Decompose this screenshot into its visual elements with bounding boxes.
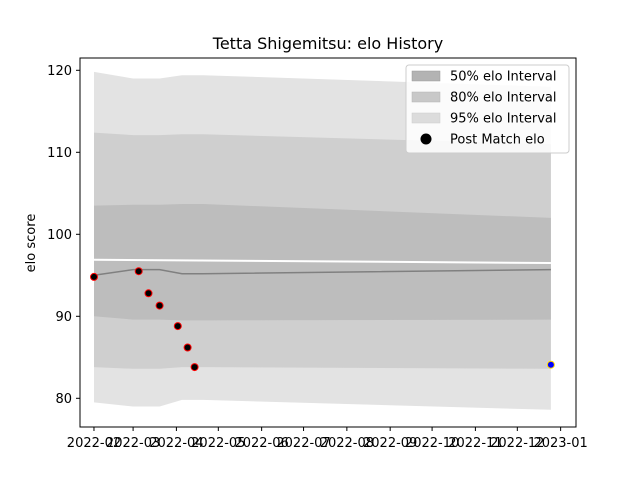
- y-tick-label-120: 120: [47, 64, 72, 79]
- legend: 50% elo Interval 80% elo Interval 95% elo …: [405, 64, 570, 154]
- x-tick-label-1: 2022-02: [67, 436, 121, 451]
- y-tick-label-90: 90: [55, 310, 72, 325]
- elo-point-1-2: [134, 267, 143, 276]
- x-tick-label-6: 2022-07: [276, 436, 330, 451]
- y-axis-label: elo score: [24, 214, 39, 273]
- elo-point-1-7: [190, 363, 199, 372]
- x-tick-label-10: 2022-11: [448, 436, 502, 451]
- mean-elo-line: [93, 268, 551, 277]
- y-tick-label-100: 100: [47, 228, 72, 243]
- elo-point-2-1: [546, 360, 555, 369]
- chart-title: Tetta Shigemitsu: elo History: [212, 34, 443, 53]
- x-tick-label-8: 2022-09: [363, 436, 417, 451]
- x-tick-label-5: 2022-06: [234, 436, 288, 451]
- x-tick-label-7: 2022-08: [320, 436, 374, 451]
- white-reference-line: [93, 258, 551, 264]
- elo-point-1-4: [155, 301, 164, 310]
- legend-label-2: 80% elo Interval: [450, 91, 557, 106]
- legend-label-3: 95% elo Interval: [450, 112, 557, 127]
- x-tick-label-12: 2023-01: [533, 436, 587, 451]
- y-tick-label-80: 80: [55, 392, 72, 407]
- legend-label-4: Post Match elo: [450, 133, 545, 148]
- elo-point-1-6: [183, 343, 192, 352]
- plot-frame: [79, 57, 577, 428]
- legend-box: [405, 64, 570, 154]
- legend-swatch-2: [411, 91, 441, 103]
- x-tick-label-3: 2022-04: [149, 436, 203, 451]
- elo-point-1-5: [173, 322, 182, 331]
- x-tick-label-9: 2022-10: [405, 436, 459, 451]
- legend-label-1: 50% elo Interval: [450, 70, 557, 85]
- plot-area: [90, 71, 555, 410]
- elo-point-1-3: [144, 289, 153, 298]
- legend-swatch-1: [411, 70, 441, 82]
- y-tick-label-110: 110: [47, 146, 72, 161]
- elo-point-1-1: [90, 272, 98, 281]
- x-tick-label-4: 2022-05: [191, 436, 245, 451]
- x-tick-label-2: 2022-03: [106, 436, 160, 451]
- x-tick-label-11: 2022-12: [490, 436, 544, 451]
- axes: 80901001101202022-022022-032022-042022-0…: [47, 64, 588, 451]
- legend-marker-post-match: [420, 133, 432, 145]
- legend-swatch-3: [411, 112, 441, 124]
